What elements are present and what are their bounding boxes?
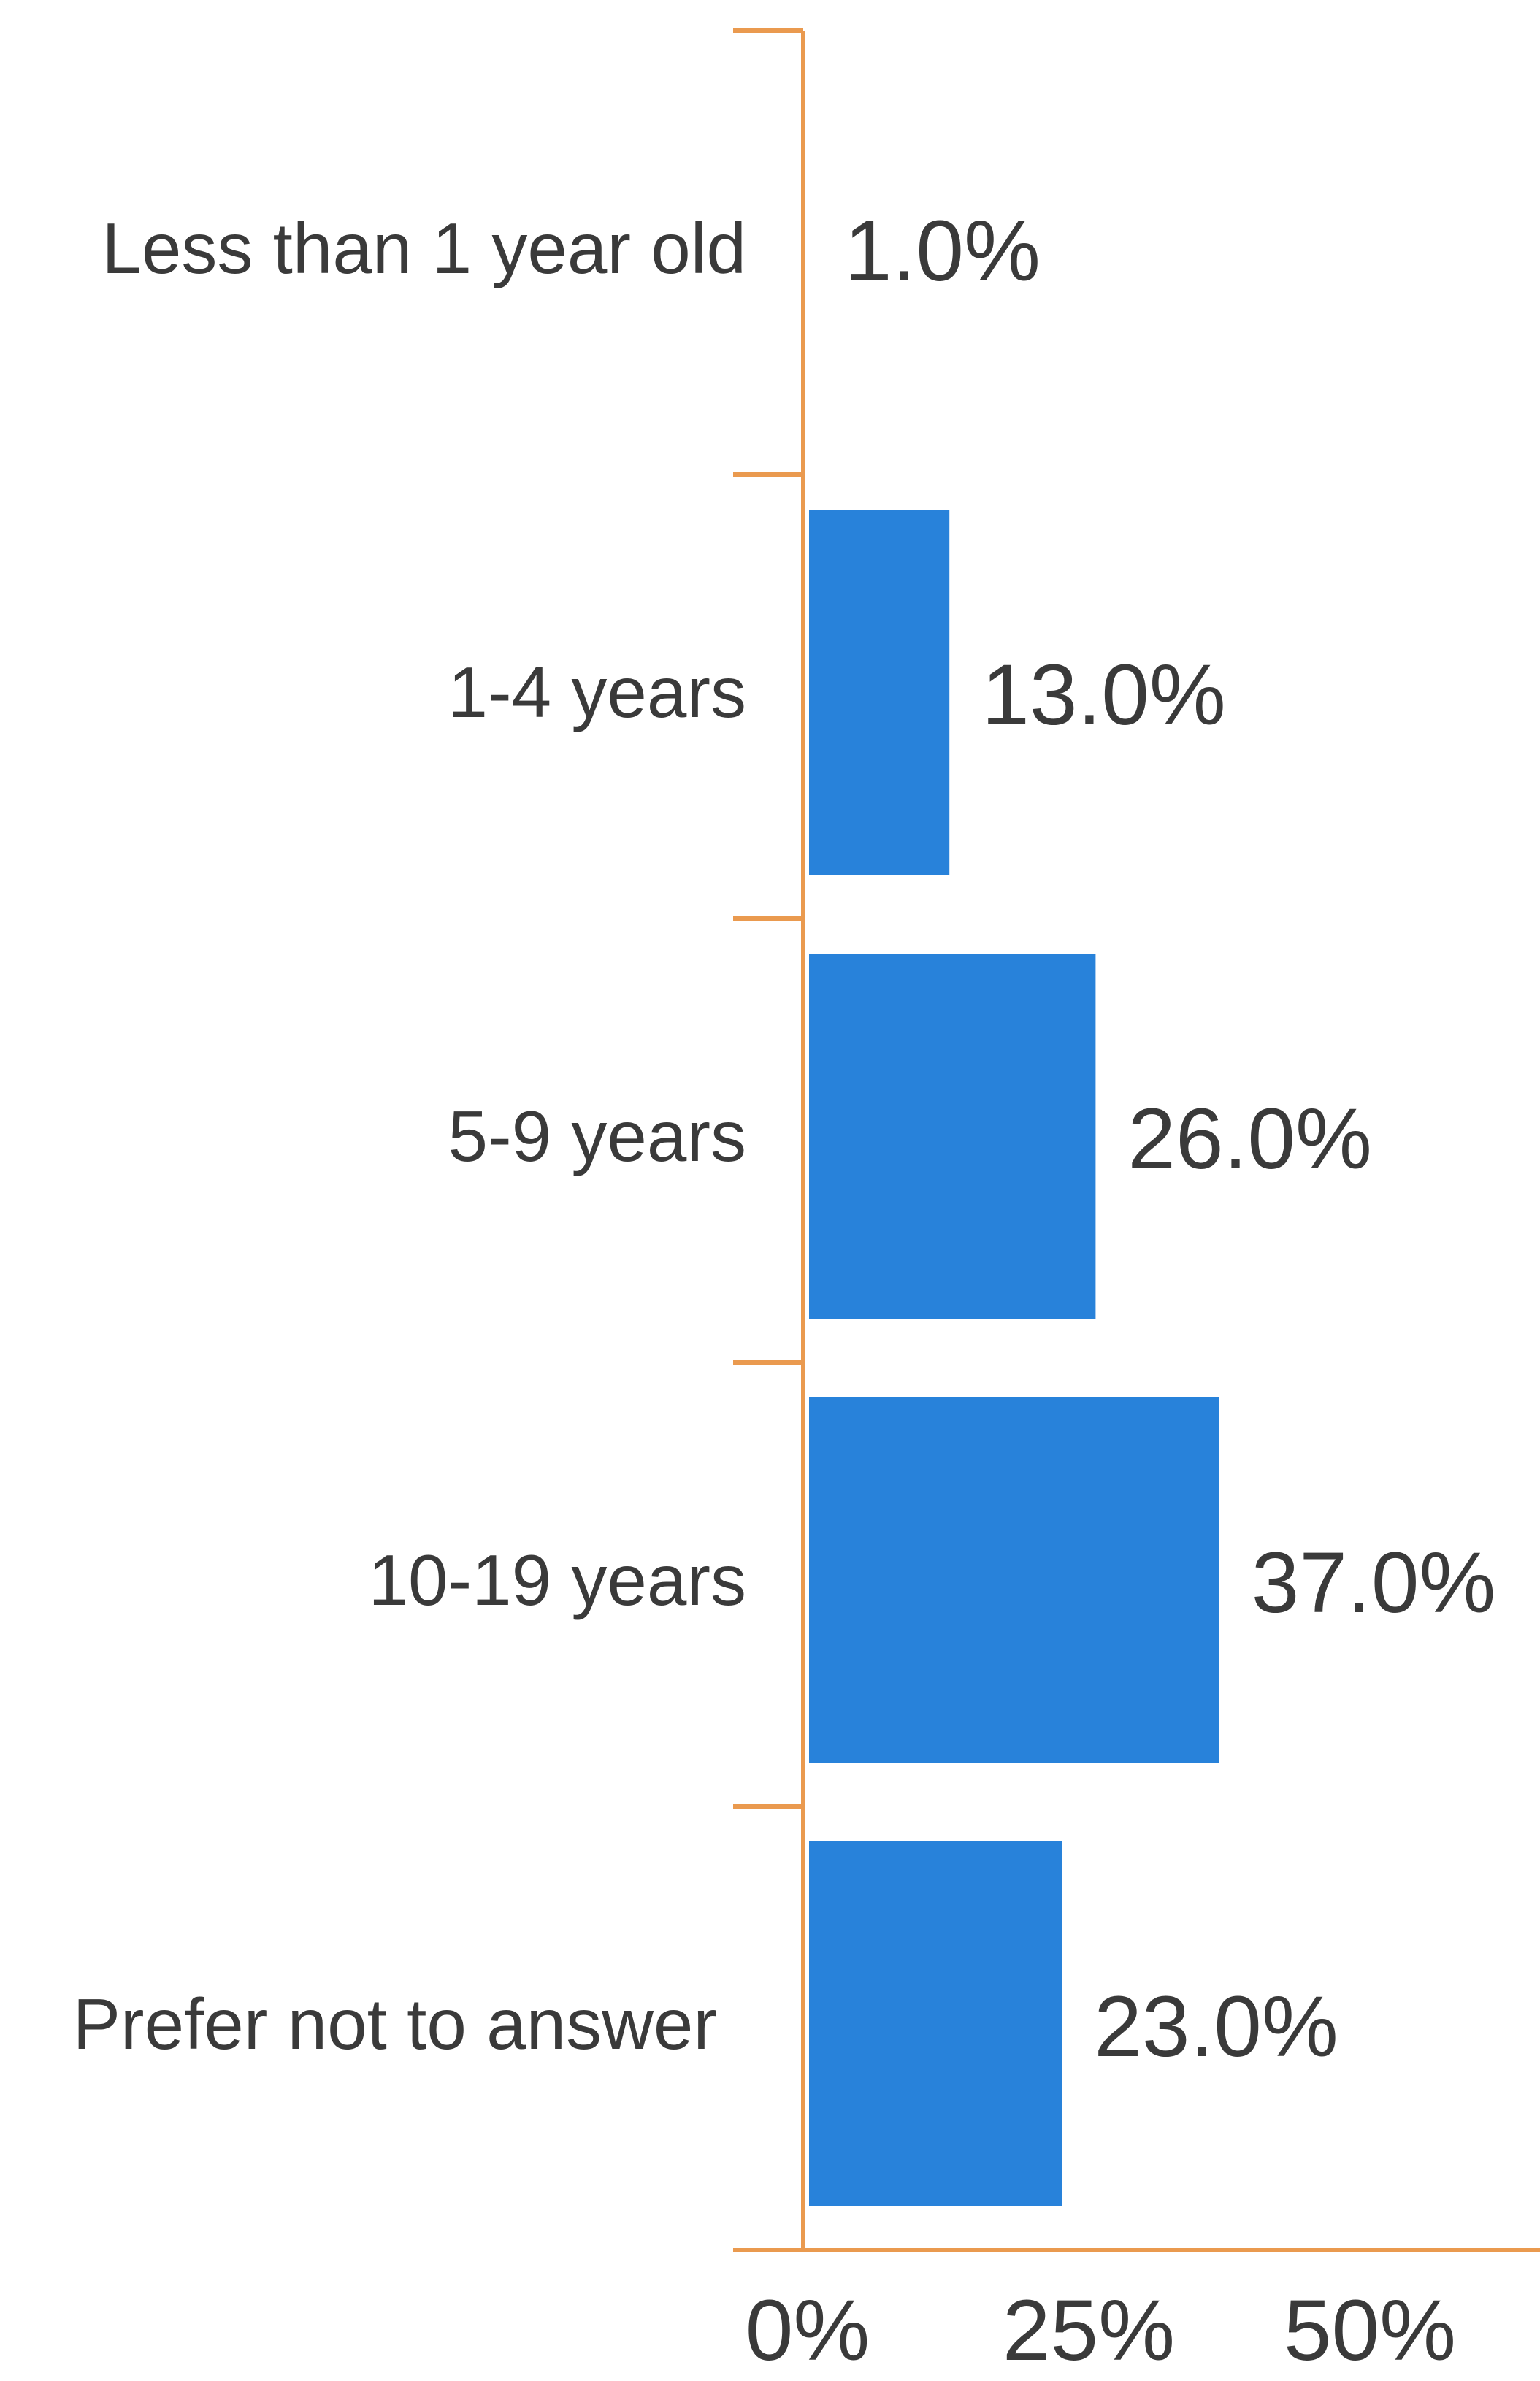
bar-4 (809, 1397, 1219, 1763)
labels-layer: Less than 1 year old 1.0% 1-4 years 13.0% 5-… (73, 203, 1496, 2379)
category-label: Less than 1 year old (101, 208, 746, 288)
category-label: 10-19 years (368, 1540, 746, 1620)
bar-3 (809, 954, 1096, 1319)
bars-layer (809, 510, 1219, 2206)
x-tick-label: 0% (746, 2282, 870, 2377)
data-label: 13.0% (981, 647, 1226, 743)
bar-5 (809, 1841, 1062, 2206)
data-label: 1.0% (844, 203, 1041, 299)
data-label: 37.0% (1252, 1535, 1496, 1631)
data-label: 26.0% (1127, 1091, 1372, 1187)
category-label: Prefer not to answer (73, 1984, 717, 2064)
x-tick-label: 50% (1284, 2282, 1456, 2377)
category-label: 1-4 years (448, 652, 746, 732)
x-tick-label: 25% (1003, 2282, 1175, 2377)
data-label: 23.0% (1094, 1979, 1338, 2075)
category-label: 5-9 years (448, 1096, 746, 1176)
axis-layer (733, 28, 1540, 2252)
bar-2 (809, 510, 950, 875)
